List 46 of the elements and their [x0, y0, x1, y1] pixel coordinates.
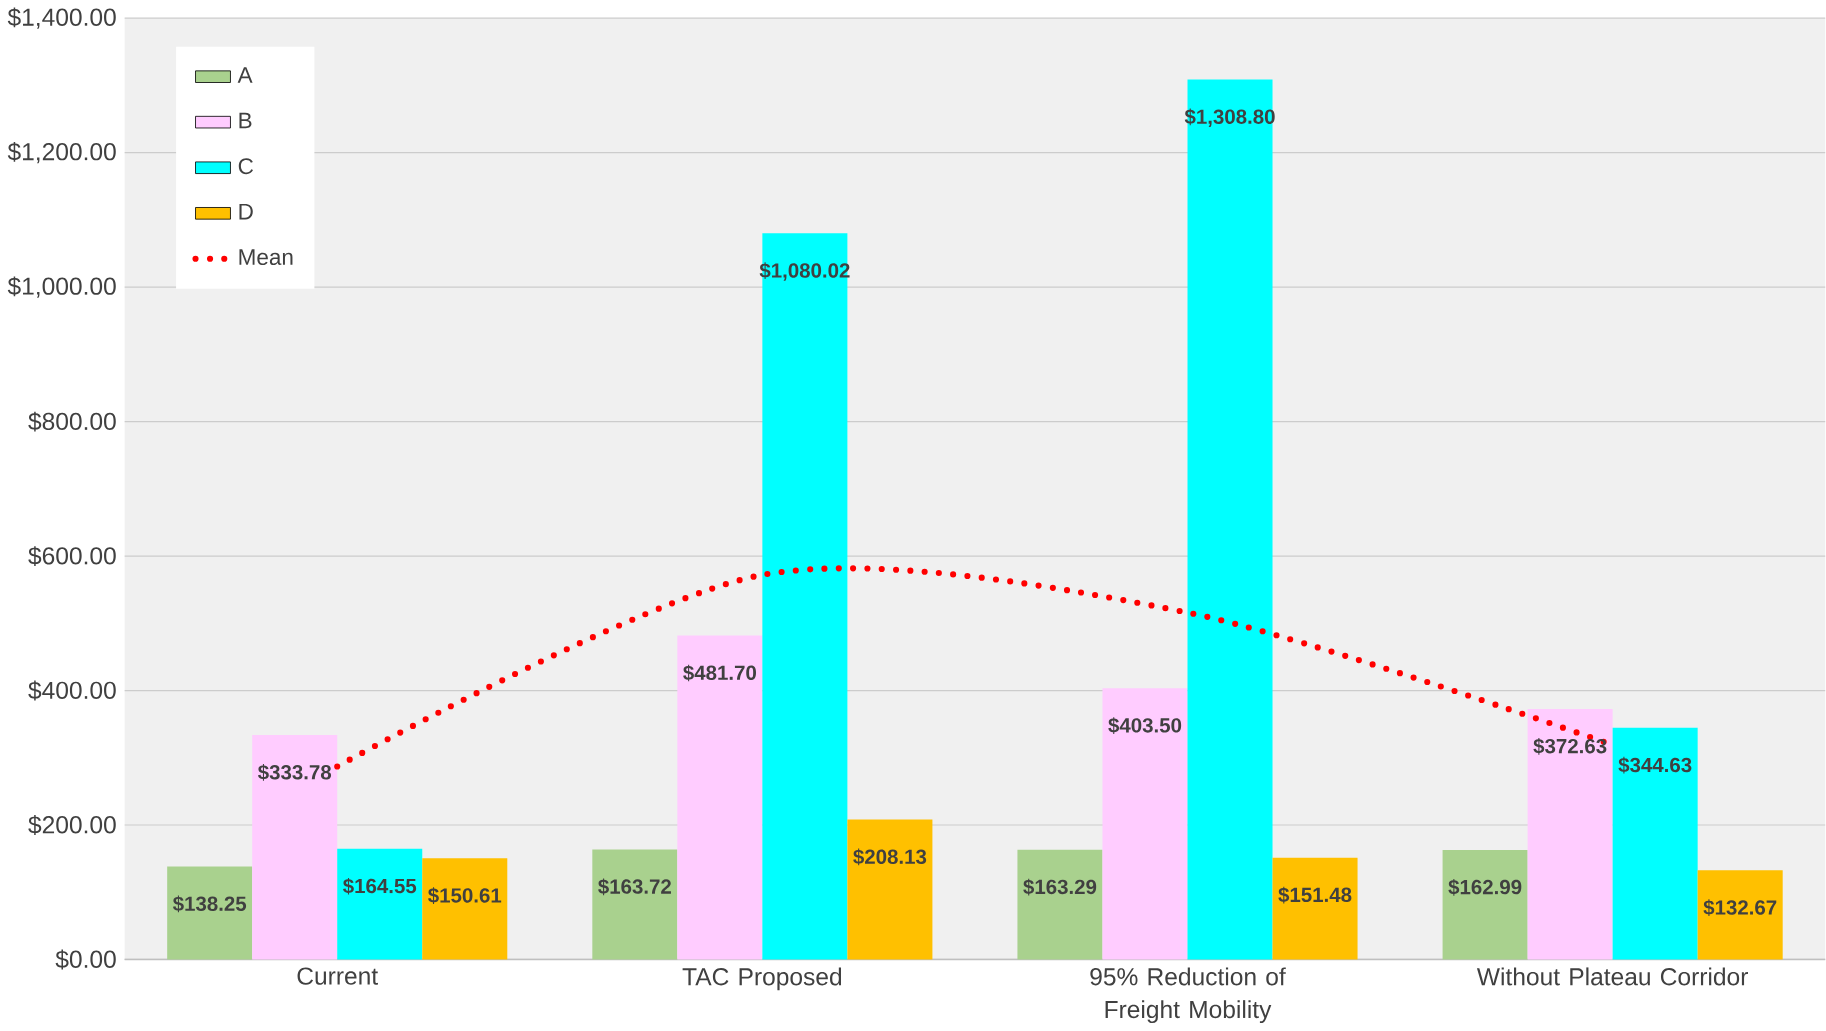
x-tick-label: Current — [297, 967, 378, 985]
x-tick-label: 95% Reduction of Freight Mobility — [1090, 967, 1286, 1024]
data-label: $333.78 — [257, 764, 332, 782]
data-label: $481.70 — [683, 664, 756, 682]
data-label: $162.99 — [1448, 879, 1522, 896]
data-label: $163.72 — [598, 878, 671, 896]
bar — [1697, 870, 1783, 960]
legend-label: B — [239, 112, 252, 129]
bar — [1612, 728, 1698, 960]
data-label: $344.63 — [1618, 757, 1692, 774]
data-label: $151.48 — [1278, 886, 1352, 904]
bar — [337, 849, 423, 960]
bar — [252, 735, 338, 960]
data-label: $132.67 — [1703, 899, 1777, 917]
bar — [422, 858, 508, 960]
bar — [847, 819, 933, 960]
data-label: $372.63 — [1533, 738, 1607, 755]
y-tick-label: $400.00 — [28, 680, 116, 701]
data-label: $403.50 — [1108, 717, 1182, 735]
legend-label: Mean — [239, 249, 293, 266]
bar — [167, 866, 253, 960]
bar — [1442, 850, 1528, 960]
data-label: $164.55 — [343, 878, 417, 895]
bar — [592, 849, 678, 960]
bar — [1187, 79, 1273, 960]
legend-label: D — [239, 204, 253, 220]
bar — [677, 635, 763, 960]
y-tick-label: $200.00 — [28, 815, 116, 836]
legend-label: A — [237, 67, 253, 83]
y-tick-label: $1,200.00 — [7, 142, 116, 164]
x-tick-label: Without Plateau Corridor — [1476, 967, 1748, 986]
y-tick-label: $1,400.00 — [7, 7, 116, 30]
y-tick-label: $0.00 — [55, 949, 116, 970]
x-tick-label: TAC Proposed — [682, 967, 842, 991]
y-tick-label: $1,000.00 — [7, 276, 116, 298]
legend-label: C — [238, 158, 254, 175]
data-label: $138.25 — [172, 895, 247, 913]
data-label: $150.61 — [428, 887, 502, 905]
data-label: $208.13 — [853, 848, 927, 866]
bar — [1272, 857, 1358, 960]
bar — [1527, 709, 1613, 960]
data-label: $163.29 — [1023, 878, 1097, 896]
y-tick-label: $600.00 — [28, 546, 116, 567]
bar — [1102, 688, 1188, 960]
y-tick-label: $800.00 — [28, 411, 116, 432]
bar — [1017, 849, 1103, 960]
